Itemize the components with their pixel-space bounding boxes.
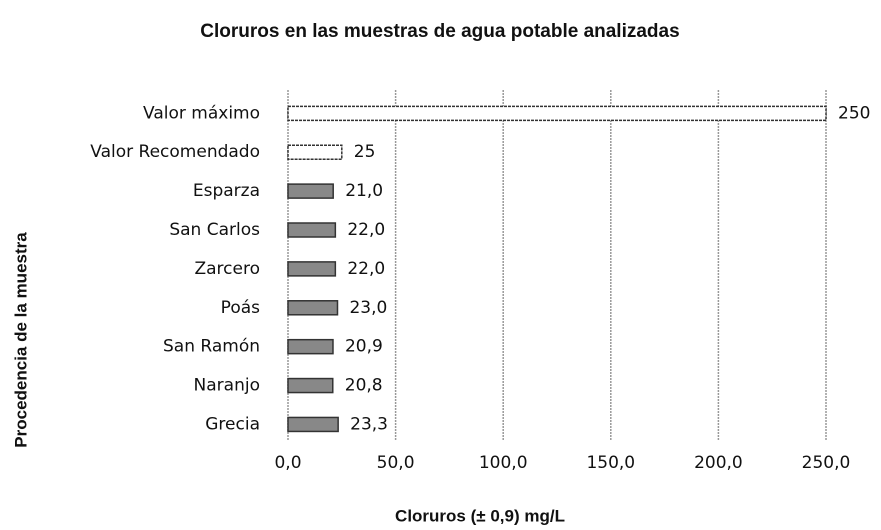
x-tick-label: 200,0 xyxy=(694,453,743,473)
value-label: 250 xyxy=(838,103,870,123)
value-label: 22,0 xyxy=(347,220,385,240)
bar xyxy=(287,144,343,160)
x-tick-label: 150,0 xyxy=(586,453,635,473)
y-tick-label: Grecia xyxy=(205,414,260,434)
chart-title: Cloruros en las muestras de agua potable… xyxy=(200,21,679,42)
y-tick-label: San Ramón xyxy=(163,337,260,357)
value-label: 23,3 xyxy=(350,414,388,434)
bar xyxy=(287,416,339,433)
x-tick-label: 50,0 xyxy=(377,453,415,473)
y-tick-label: Poás xyxy=(221,298,260,318)
y-axis-label: Procedencia de la muestra xyxy=(11,232,30,448)
value-label: 22,0 xyxy=(347,259,385,279)
y-tick-label: Zarcero xyxy=(194,259,260,279)
bar xyxy=(287,105,827,122)
value-label: 25 xyxy=(354,142,376,162)
x-tick-label: 250,0 xyxy=(802,453,851,473)
x-tick-label: 100,0 xyxy=(479,453,528,473)
value-label: 23,0 xyxy=(349,298,387,318)
bar xyxy=(287,377,334,394)
bar xyxy=(287,222,337,238)
x-tick-label: 0,0 xyxy=(274,453,301,473)
value-label: 21,0 xyxy=(345,181,383,201)
value-label: 20,8 xyxy=(345,376,383,396)
y-tick-label: Valor máximo xyxy=(143,103,260,123)
x-axis-label: Cloruros (± 0,9) mg/L xyxy=(395,506,565,525)
bar xyxy=(287,338,334,355)
y-tick-label: Naranjo xyxy=(194,376,260,396)
y-tick-label: San Carlos xyxy=(169,220,260,240)
value-label: 20,9 xyxy=(345,337,383,357)
bar xyxy=(287,183,334,199)
bar xyxy=(287,300,339,316)
bar xyxy=(287,261,337,277)
y-tick-label: Valor Recomendado xyxy=(90,142,260,162)
y-tick-label: Esparza xyxy=(193,181,260,201)
